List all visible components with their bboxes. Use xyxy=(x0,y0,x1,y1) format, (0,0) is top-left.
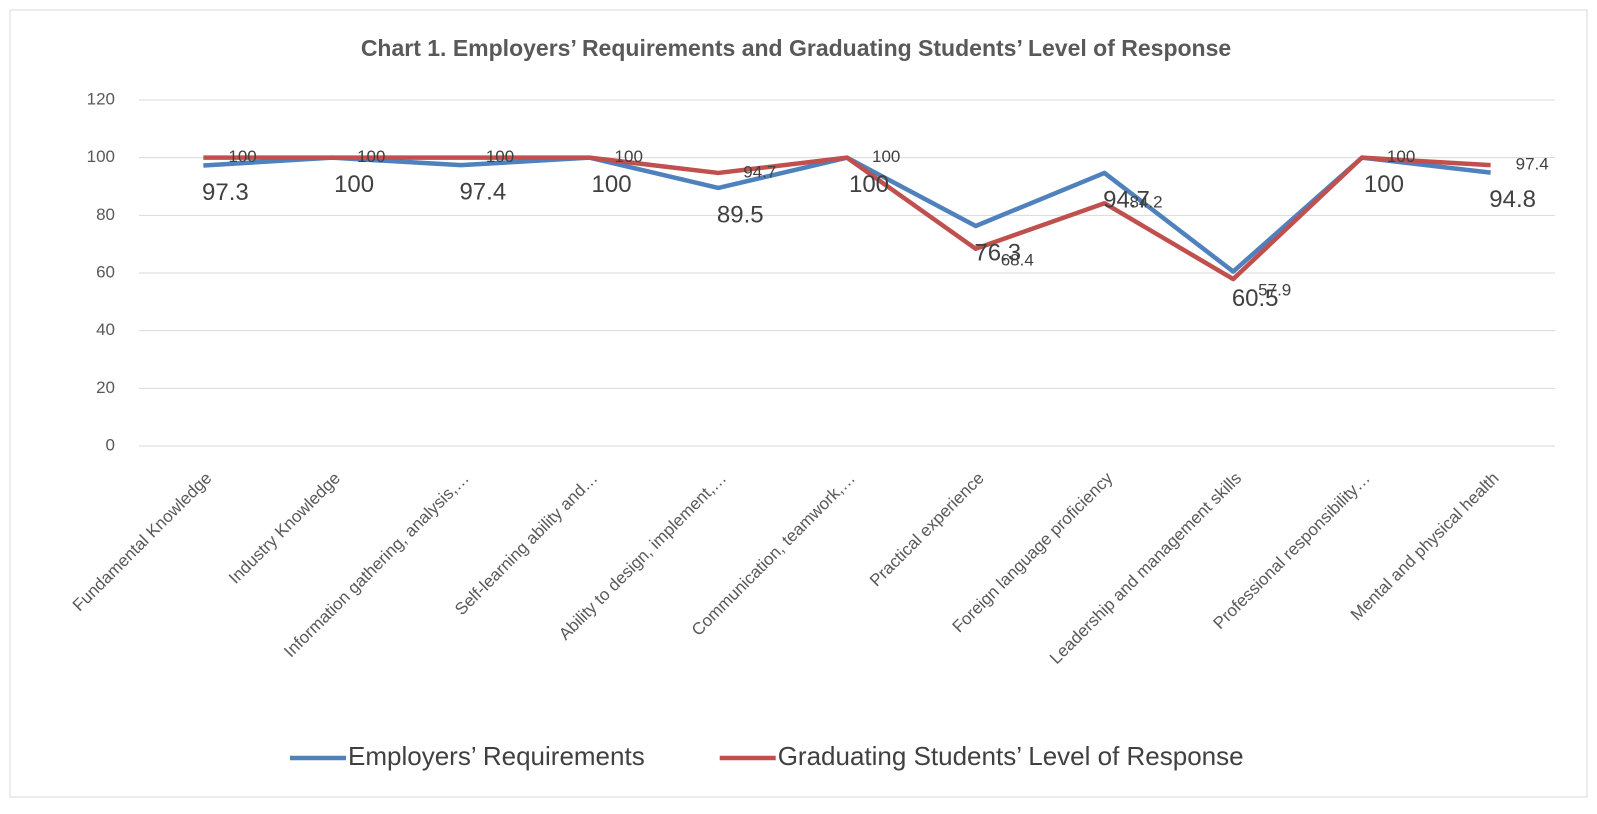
data-label: 100 xyxy=(615,147,643,166)
y-tick-label: 120 xyxy=(87,89,115,108)
y-tick-label: 80 xyxy=(96,205,115,224)
data-label: 100 xyxy=(592,171,632,198)
y-tick-label: 20 xyxy=(96,378,115,397)
data-label: 68.4 xyxy=(1001,250,1034,269)
chart-frame xyxy=(9,9,1588,798)
data-label: 84.2 xyxy=(1129,193,1162,212)
data-label: 57.9 xyxy=(1258,281,1291,300)
y-tick-label: 60 xyxy=(96,262,115,281)
y-tick-label: 100 xyxy=(87,147,115,166)
chart-title: Chart 1. Employers’ Requirements and Gra… xyxy=(361,35,1231,61)
legend-label: Employers’ Requirements xyxy=(348,741,645,771)
data-label: 100 xyxy=(849,171,889,198)
data-label: 100 xyxy=(1387,147,1415,166)
data-label: 60.5 xyxy=(1232,285,1279,312)
data-label: 76.3 xyxy=(974,239,1021,266)
data-label: 97.3 xyxy=(202,179,249,206)
data-label: 94.7 xyxy=(743,162,776,181)
data-label: 100 xyxy=(1364,171,1404,198)
data-label: 100 xyxy=(334,171,374,198)
data-label: 89.5 xyxy=(717,201,764,228)
data-label: 100 xyxy=(486,147,514,166)
data-label: 100 xyxy=(357,147,385,166)
series-line xyxy=(203,155,1491,282)
y-tick-label: 0 xyxy=(106,435,115,454)
legend-label: Graduating Students’ Level of Response xyxy=(778,741,1244,771)
y-tick-label: 40 xyxy=(96,320,115,339)
data-label: 97.4 xyxy=(1516,155,1549,174)
data-label: 100 xyxy=(228,147,256,166)
data-label: 94.7 xyxy=(1103,186,1150,213)
data-label: 97.4 xyxy=(459,179,506,206)
data-label: 100 xyxy=(872,147,900,166)
data-label: 94.8 xyxy=(1489,186,1536,213)
